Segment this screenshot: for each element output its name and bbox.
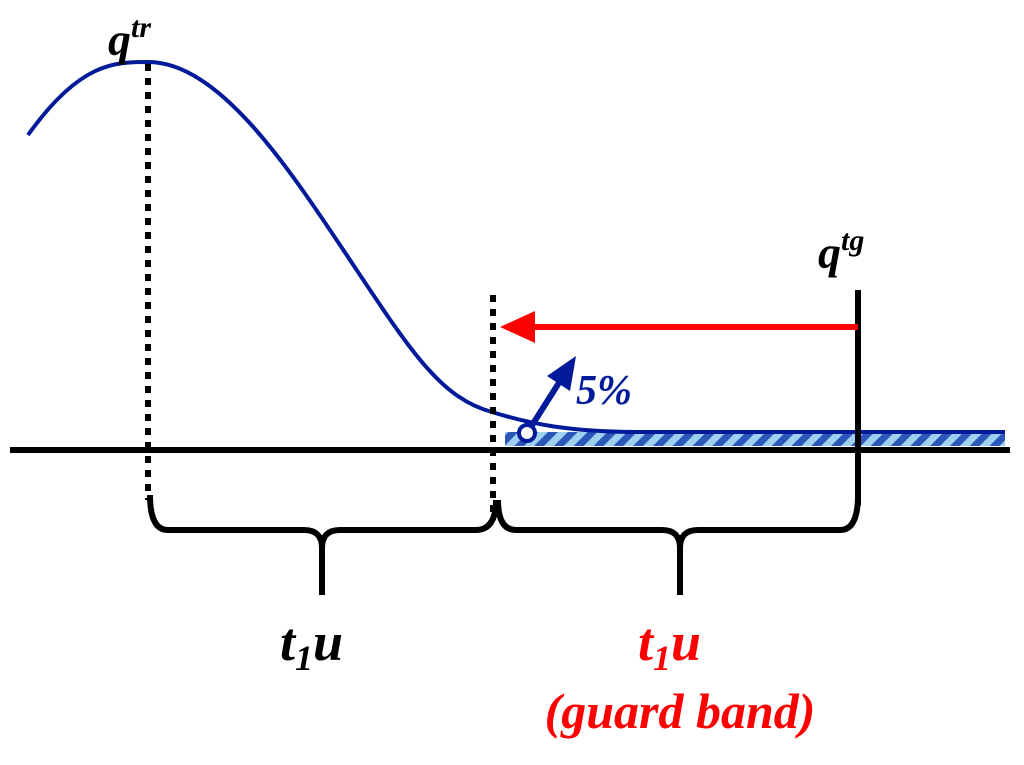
percent-label: 5% <box>576 368 632 414</box>
label-base: t <box>280 612 297 672</box>
label-sub: 1 <box>295 638 313 678</box>
guard-band-label: (guard band) <box>545 683 816 739</box>
label-sub: 1 <box>653 638 671 678</box>
blue-arrow <box>526 376 565 432</box>
label-base: q <box>818 227 841 278</box>
interval-right-label: t1u <box>638 612 701 678</box>
right-bracket <box>495 494 861 595</box>
label-tail: u <box>313 612 343 672</box>
interval-left-label: t1u <box>280 612 343 678</box>
hatched-band <box>505 432 1005 446</box>
label-sup: tg <box>841 224 864 257</box>
blue-arrowhead <box>547 356 576 391</box>
target-label: qtg <box>818 224 864 278</box>
label-base: t <box>638 612 655 672</box>
red-arrowhead <box>500 311 535 343</box>
label-base: q <box>108 14 131 65</box>
left-bracket <box>147 494 499 595</box>
label-sup: tr <box>131 11 151 44</box>
label-tail: u <box>671 612 701 672</box>
peak-label: qtr <box>108 11 151 65</box>
threshold-point <box>517 423 537 443</box>
curve <box>26 59 1005 434</box>
